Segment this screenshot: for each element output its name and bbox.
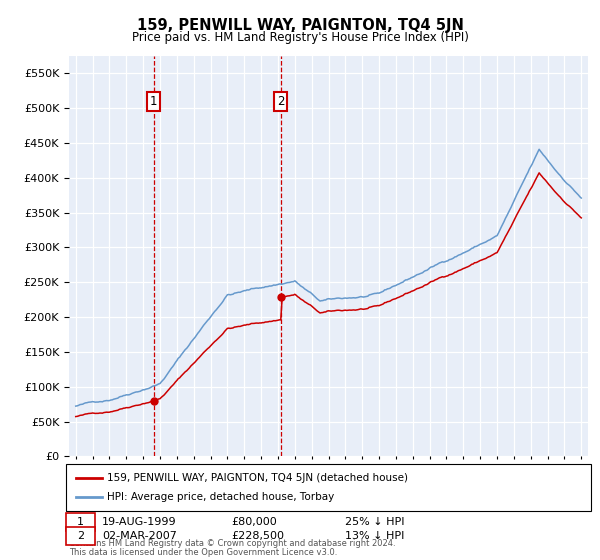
Text: £228,500: £228,500 <box>231 531 284 541</box>
Text: 1: 1 <box>77 517 84 527</box>
Text: This data is licensed under the Open Government Licence v3.0.: This data is licensed under the Open Gov… <box>69 548 337 557</box>
Text: 2: 2 <box>277 95 284 108</box>
Text: Contains HM Land Registry data © Crown copyright and database right 2024.: Contains HM Land Registry data © Crown c… <box>69 539 395 548</box>
Text: £80,000: £80,000 <box>231 517 277 527</box>
Text: 159, PENWILL WAY, PAIGNTON, TQ4 5JN (detached house): 159, PENWILL WAY, PAIGNTON, TQ4 5JN (det… <box>107 473 408 483</box>
Text: 25% ↓ HPI: 25% ↓ HPI <box>345 517 404 527</box>
Text: 1: 1 <box>150 95 157 108</box>
Text: 2: 2 <box>77 531 84 541</box>
Text: 159, PENWILL WAY, PAIGNTON, TQ4 5JN: 159, PENWILL WAY, PAIGNTON, TQ4 5JN <box>137 18 463 33</box>
Text: 19-AUG-1999: 19-AUG-1999 <box>102 517 176 527</box>
Text: 02-MAR-2007: 02-MAR-2007 <box>102 531 177 541</box>
Text: HPI: Average price, detached house, Torbay: HPI: Average price, detached house, Torb… <box>107 492 334 502</box>
Text: 13% ↓ HPI: 13% ↓ HPI <box>345 531 404 541</box>
Text: Price paid vs. HM Land Registry's House Price Index (HPI): Price paid vs. HM Land Registry's House … <box>131 31 469 44</box>
